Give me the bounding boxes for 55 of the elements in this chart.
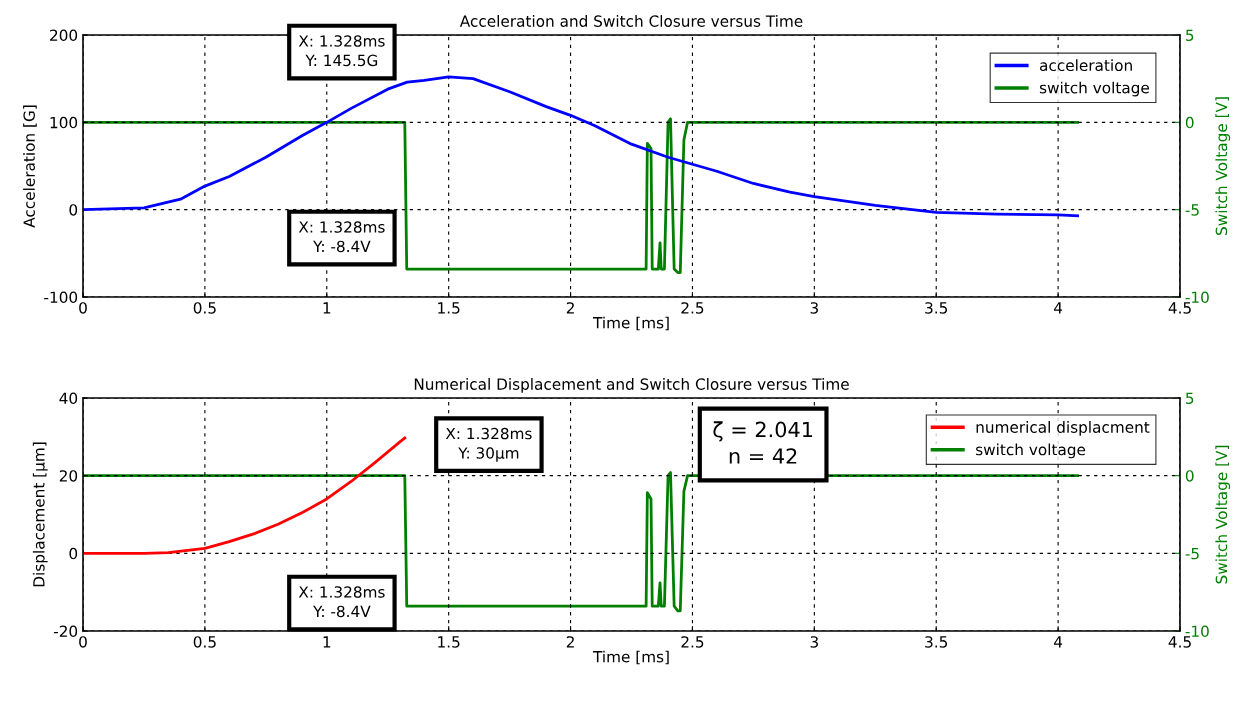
line-series [83,436,407,555]
y-tick-label: 0 [69,204,78,216]
annotation: X: 1.328ms Y: -8.4V [298,221,385,253]
y2-axis-title: Switch Voltage [V] [1215,97,1231,235]
x-tick-label: 2.5 [681,302,704,314]
chart-title: Acceleration and Switch Closure versus Time [459,15,803,27]
y2-tick-label: -10 [1185,625,1209,638]
y-axis-title: Displacement [μm] [32,442,48,587]
y2-tick-label: 5 [1186,29,1194,42]
x-axis-title: Time [ms] [592,316,669,331]
y2-tick-label: -5 [1185,204,1199,216]
y2-tick-label: 0 [1185,470,1194,482]
y2-tick-label: 0 [1185,116,1194,129]
y-tick-label: 40 [59,392,78,405]
y2-tick-label: -5 [1185,548,1199,560]
x-tick-label: 3.5 [925,636,948,648]
x-tick-label: 0 [79,302,87,314]
x-tick-label: 3 [810,636,818,648]
x-tick-label: 2.5 [681,636,704,648]
y-tick-label: 100 [50,116,78,129]
legend-label: numerical displacment [976,421,1150,436]
x-tick-label: 1.5 [438,636,460,648]
annotation: ζ = 2.041 n = 42 [713,421,813,464]
x-tick-label: 2 [566,302,574,314]
x-tick-label: 4.5 [1168,636,1191,648]
x-axis-title: Time [ms] [592,650,669,665]
x-tick-label: 1.5 [438,302,460,314]
legend-label: acceleration [1040,59,1132,72]
y2-tick-label: -10 [1185,291,1209,304]
annotation: X: 1.328ms Y: -8.4V [298,586,385,618]
x-tick-label: 3 [810,302,818,314]
y-tick-label: 200 [50,29,78,42]
y-tick-label: 0 [69,547,78,560]
x-tick-label: 3.5 [925,302,948,314]
y-tick-label: -20 [53,625,78,638]
legend-label: switch voltage [1039,81,1149,97]
x-tick-label: 0.5 [193,302,216,314]
chart-title: Numerical Displacement and Switch Closure versus Time [414,378,849,393]
line-series [83,117,1079,274]
y-tick-label: -100 [44,291,78,304]
y-axis-title: Acceleration [G] [23,105,37,228]
x-tick-label: 4.5 [1168,302,1191,314]
legend-label: switch voltage [976,443,1086,459]
y-tick-label: 20 [59,470,78,482]
x-tick-label: 4 [1054,636,1063,648]
annotation: X: 1.328ms Y: 145.5G [298,35,385,67]
x-tick-label: 0.5 [193,636,216,648]
x-tick-label: 2 [566,636,574,648]
annotation: X: 1.328ms Y: 30μm [445,427,532,462]
x-tick-label: 0 [79,636,87,648]
x-tick-label: 1 [323,636,331,648]
y2-axis-title: Switch Voltage [V] [1215,445,1231,584]
x-tick-label: 4 [1054,302,1063,314]
y2-tick-label: 5 [1186,392,1194,405]
x-tick-label: 1 [323,302,331,314]
